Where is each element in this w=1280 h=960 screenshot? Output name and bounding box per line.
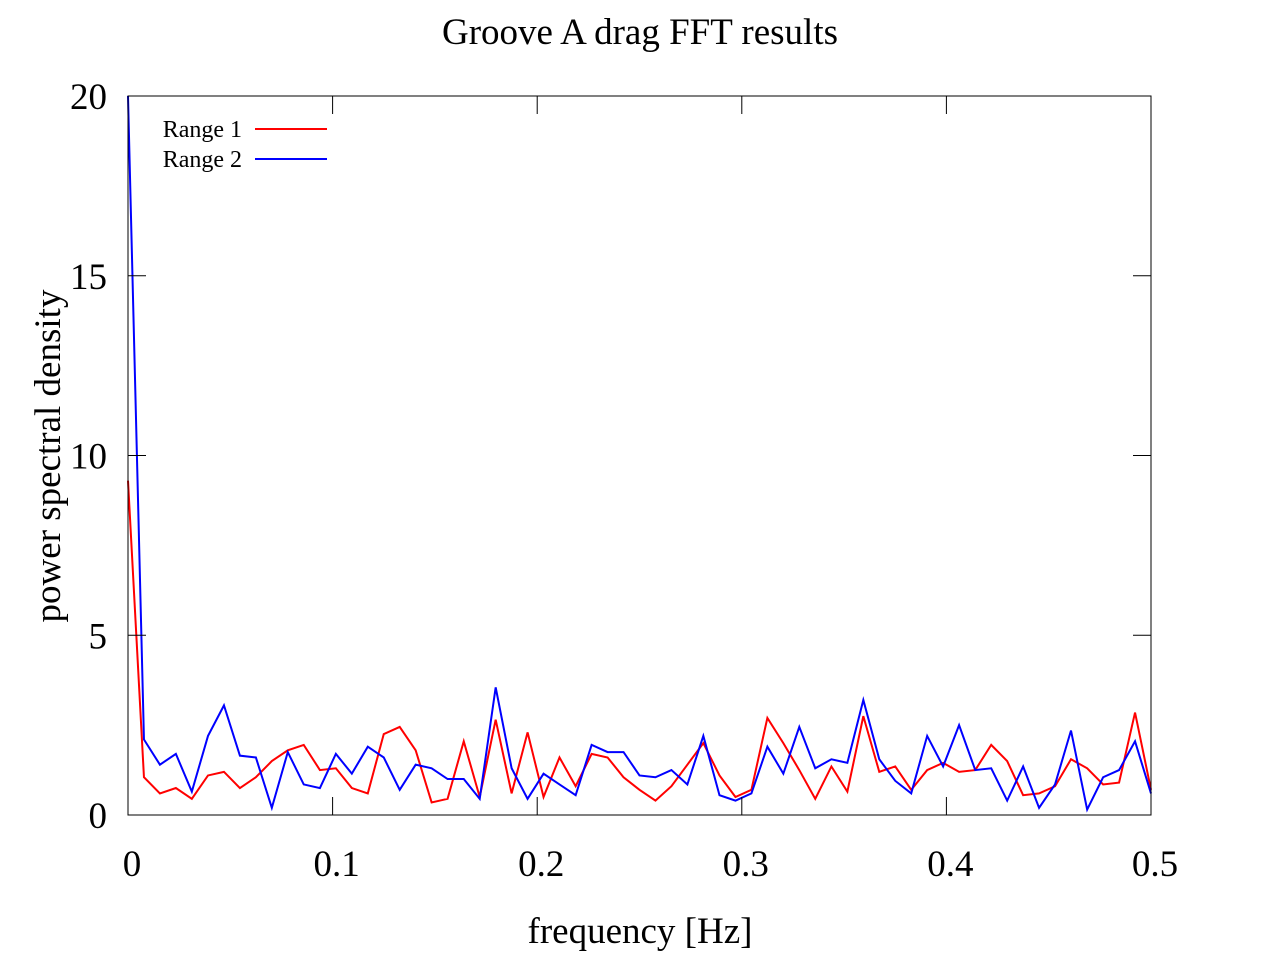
x-tick-label: 0.5 <box>1132 844 1178 885</box>
y-axis-label: power spectral density <box>28 289 69 622</box>
y-tick-label: 10 <box>70 437 107 478</box>
ticks-group: 0 0.1 0.2 0.3 0.4 0.5 0 5 10 15 20 <box>70 77 1178 885</box>
legend-label-1: Range 1 <box>163 117 242 143</box>
x-tick-label: 0.1 <box>313 844 359 885</box>
x-tick-label: 0.4 <box>927 844 973 885</box>
y-tick-label: 0 <box>89 796 108 837</box>
y-tick-label: 15 <box>70 257 107 298</box>
series-line-1 <box>127 480 1152 804</box>
plot-frame <box>127 95 1152 816</box>
x-tick-label: 0.2 <box>518 844 564 885</box>
x-tick-label: 0 <box>123 844 142 885</box>
legend: Range 1 Range 2 <box>163 117 327 173</box>
chart-title: Groove A drag FFT results <box>442 12 838 53</box>
y-tick-label: 5 <box>89 616 108 657</box>
x-tick-label: 0.3 <box>723 844 769 885</box>
y-tick-label: 20 <box>70 77 107 118</box>
series-group <box>127 95 1152 813</box>
x-axis-label: frequency [Hz] <box>528 911 753 952</box>
legend-label-2: Range 2 <box>163 147 242 173</box>
series-line-2 <box>127 95 1152 813</box>
